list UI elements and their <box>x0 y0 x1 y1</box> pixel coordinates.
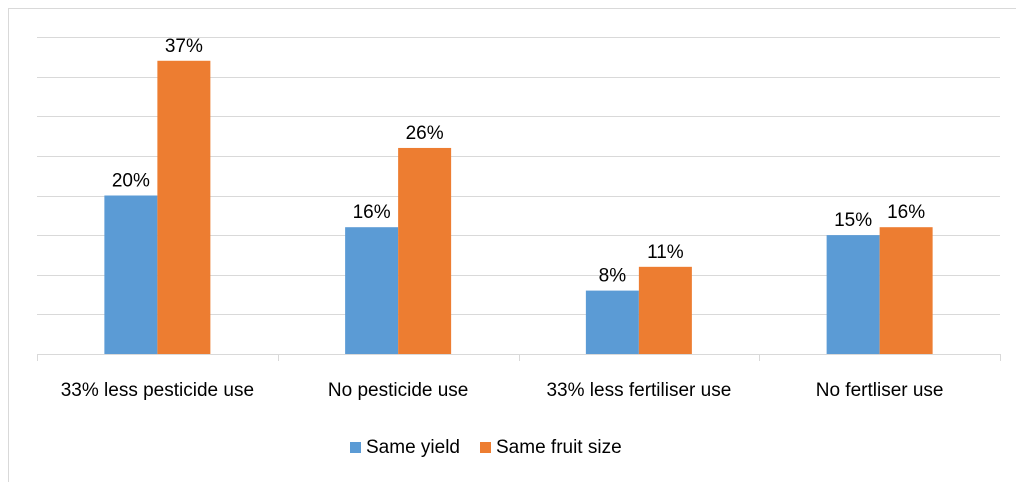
x-tick-label: 33% less fertiliser use <box>546 380 731 401</box>
chart-frame <box>8 8 1016 482</box>
data-label: 15% <box>834 210 872 231</box>
legend-label: Same yield <box>366 437 460 458</box>
bar <box>157 60 211 355</box>
bar <box>879 227 933 354</box>
bar <box>104 195 158 354</box>
data-label: 37% <box>165 36 203 57</box>
bar <box>345 227 399 354</box>
x-tick-label: 33% less pesticide use <box>61 380 254 401</box>
data-label: 16% <box>887 202 925 223</box>
data-label: 26% <box>406 123 444 144</box>
bar <box>826 235 880 354</box>
x-tick-label: No pesticide use <box>328 380 468 401</box>
data-label: 11% <box>647 242 684 263</box>
data-label: 16% <box>353 202 391 223</box>
x-tick-label: No fertliser use <box>816 380 944 401</box>
legend-label: Same fruit size <box>496 437 622 458</box>
bar <box>585 290 639 354</box>
legend-swatch <box>480 442 491 453</box>
bar <box>638 266 692 354</box>
legend-swatch <box>350 442 361 453</box>
data-label: 20% <box>112 171 150 192</box>
data-label: 8% <box>599 266 627 287</box>
bar <box>398 147 452 354</box>
